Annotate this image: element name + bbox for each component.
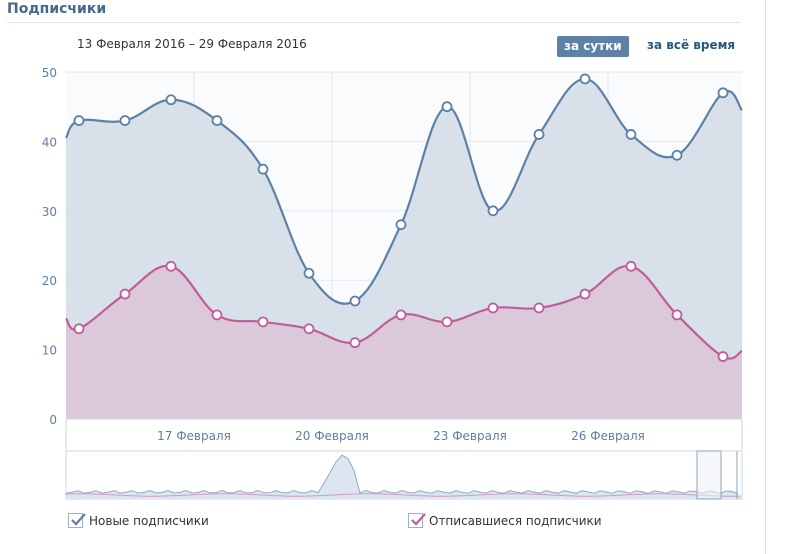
legend-unsubscribed[interactable]: Отписавшиеся подписчики	[408, 513, 602, 528]
data-point[interactable]	[533, 302, 545, 314]
data-point[interactable]	[303, 323, 315, 335]
navigator-window[interactable]	[696, 450, 722, 500]
x-tick-label: 20 Февраля	[295, 429, 369, 443]
data-point[interactable]	[487, 205, 499, 217]
data-point[interactable]	[487, 302, 499, 314]
navigator-area-new	[66, 455, 742, 499]
data-point[interactable]	[349, 295, 361, 307]
navigator-line-unsub	[65, 493, 742, 497]
data-point[interactable]	[579, 73, 591, 85]
data-point[interactable]	[119, 288, 131, 300]
data-point[interactable]	[579, 288, 591, 300]
x-tick-label: 26 Февраля	[571, 429, 645, 443]
all-time-button[interactable]: за всё время	[647, 38, 736, 52]
y-tick-label: 40	[42, 135, 57, 149]
y-tick-label: 30	[42, 205, 57, 219]
data-point[interactable]	[671, 309, 683, 321]
navigator-line-new	[65, 454, 739, 495]
data-point[interactable]	[533, 129, 545, 140]
legend-new-subscribers[interactable]: Новые подписчики	[68, 513, 209, 528]
series-area-1	[66, 265, 742, 419]
check-icon	[71, 513, 86, 526]
x-tick-label: 23 Февраля	[433, 429, 507, 443]
y-tick-label: 10	[42, 344, 57, 358]
date-range: 13 Февраля 2016 – 29 Февраля 2016	[77, 37, 307, 51]
data-point[interactable]	[211, 115, 223, 126]
data-point[interactable]	[395, 309, 407, 321]
checkbox-unsubscribed[interactable]	[408, 513, 426, 528]
y-tick-label: 0	[49, 413, 57, 427]
x-tick-label: 17 Февраля	[157, 429, 231, 443]
data-point[interactable]	[257, 163, 269, 175]
data-point[interactable]	[119, 115, 131, 126]
y-tick-label: 20	[42, 274, 57, 288]
data-point[interactable]	[211, 309, 223, 321]
data-point[interactable]	[257, 316, 269, 328]
data-point[interactable]	[625, 129, 637, 140]
legend-label-unsubscribed: Отписавшиеся подписчики	[429, 513, 602, 528]
data-point[interactable]	[73, 323, 85, 335]
data-point[interactable]	[717, 351, 729, 362]
y-tick-label: 50	[42, 66, 57, 80]
panel-border	[765, 0, 766, 554]
data-point[interactable]	[349, 337, 361, 349]
data-point[interactable]	[165, 260, 177, 272]
x-axis-band	[66, 419, 742, 451]
data-point[interactable]	[441, 101, 453, 113]
data-point[interactable]	[73, 115, 85, 126]
data-point[interactable]	[165, 94, 177, 106]
check-icon	[411, 513, 426, 526]
title-divider	[7, 22, 740, 23]
data-point[interactable]	[303, 267, 315, 279]
checkbox-new-subscribers[interactable]	[68, 513, 86, 528]
data-point[interactable]	[717, 87, 729, 99]
data-point[interactable]	[671, 149, 683, 161]
legend-label-new: Новые подписчики	[89, 513, 209, 528]
data-point[interactable]	[441, 316, 453, 328]
page-title: Подписчики	[7, 1, 107, 17]
data-point[interactable]	[625, 260, 637, 272]
per-day-button[interactable]: за сутки	[557, 36, 629, 57]
data-point[interactable]	[395, 219, 407, 231]
